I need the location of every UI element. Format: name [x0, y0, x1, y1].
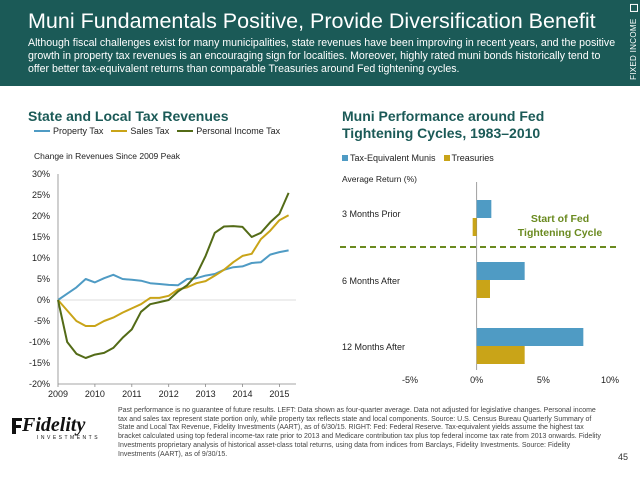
sales-tax-line — [57, 214, 290, 327]
legend-label-treasuries: Treasuries — [451, 153, 494, 163]
section-label-text: FIXED INCOME — [629, 18, 638, 80]
left-chart-legend: Property Tax Sales Tax Personal Income T… — [34, 126, 288, 136]
category-label: 3 Months Prior — [342, 209, 401, 219]
x-tick-label: -5% — [402, 375, 418, 385]
x-tick-label: 2012 — [159, 389, 179, 399]
x-tick-label: 2009 — [48, 389, 68, 399]
y-tick-label: 25% — [32, 190, 50, 200]
legend-item-treasuries: Treasuries — [443, 153, 494, 163]
munis-bar — [476, 200, 492, 218]
right-axis-note: Average Return (%) — [342, 174, 417, 184]
y-tick-label: -15% — [29, 358, 50, 368]
legend-swatch-munis — [342, 155, 348, 161]
y-tick-label: 0% — [37, 295, 50, 305]
x-tick-label: 2010 — [85, 389, 105, 399]
y-tick-label: 5% — [37, 274, 50, 284]
legend-swatch-sales — [111, 130, 128, 132]
category-label: 12 Months After — [342, 342, 405, 352]
right-chart-title-line2: Tightening Cycles, 1983–2010 — [342, 125, 541, 141]
section-tab: FIXED INCOME — [620, 0, 640, 86]
category-label: 6 Months After — [342, 276, 400, 286]
y-tick-label: 15% — [32, 232, 50, 242]
section-label: FIXED INCOME — [629, 4, 638, 80]
x-tick-label: 5% — [537, 375, 550, 385]
page-title: Muni Fundamentals Positive, Provide Dive… — [28, 9, 596, 33]
munis-bar — [476, 262, 525, 280]
legend-item-munis: Tax-Equivalent Munis — [342, 153, 436, 163]
checkbox-icon — [630, 4, 638, 12]
left-axis-note: Change in Revenues Since 2009 Peak — [34, 151, 181, 161]
treasuries-bar — [476, 280, 490, 298]
logo-sub: INVESTMENTS — [37, 435, 101, 441]
page-number: 45 — [617, 452, 628, 462]
legend-label-sales: Sales Tax — [130, 126, 170, 136]
right-chart-legend: Tax-Equivalent Munis Treasuries — [342, 153, 502, 163]
legend-label-property: Property Tax — [53, 126, 104, 136]
y-tick-label: -5% — [34, 316, 50, 326]
treasuries-bar — [472, 218, 477, 236]
income-tax-line — [57, 192, 290, 359]
y-tick-label: 20% — [32, 211, 50, 221]
y-tick-label: -10% — [29, 337, 50, 347]
y-tick-label: -20% — [29, 379, 50, 389]
fidelity-logo: Fidelity INVESTMENTS — [10, 414, 110, 441]
logo-name: Fidelity — [22, 414, 86, 436]
annotation-line2: Tightening Cycle — [518, 227, 603, 239]
legend-item-income: Personal Income Tax — [177, 126, 280, 136]
logo-mark-icon — [12, 418, 22, 434]
right-chart-title: Muni Performance around Fed Tightening C… — [342, 108, 544, 142]
x-tick-label: 2013 — [196, 389, 216, 399]
treasuries-bar — [476, 346, 525, 364]
bar-chart: -5% 0% 5% 10% 3 Months Prior 6 Months After 12… — [340, 182, 619, 385]
annotation-line1: Start of Fed — [531, 213, 589, 225]
page-subtitle: Although fiscal challenges exist for man… — [28, 37, 616, 75]
x-tick-label: 2015 — [269, 389, 289, 399]
x-tick-label: 2014 — [232, 389, 252, 399]
legend-swatch-income — [177, 130, 194, 132]
x-tick-label: 0% — [470, 375, 483, 385]
legend-swatch-property — [34, 130, 50, 132]
line-chart: 30% 25% 20% 15% 10% 5% 0% -5% -10% -15% -20%2009 20… — [29, 169, 296, 399]
property-tax-line — [57, 249, 289, 301]
y-tick-label: 30% — [32, 169, 50, 179]
y-tick-label: 10% — [32, 253, 50, 263]
right-chart-title-line1: Muni Performance around Fed — [342, 108, 545, 124]
legend-swatch-treasuries — [443, 155, 450, 161]
munis-bar — [476, 328, 584, 346]
legend-label-munis: Tax-Equivalent Munis — [350, 153, 436, 163]
legend-item-property: Property Tax — [34, 126, 103, 136]
legend-label-income: Personal Income Tax — [196, 126, 281, 136]
x-tick-label: 2011 — [122, 389, 141, 399]
header-banner — [0, 0, 640, 86]
x-tick-label: 10% — [601, 375, 619, 385]
left-chart-title: State and Local Tax Revenues — [28, 108, 229, 124]
legend-item-sales: Sales Tax — [111, 126, 169, 136]
footnote: Past performance is no guarantee of futu… — [118, 407, 601, 458]
